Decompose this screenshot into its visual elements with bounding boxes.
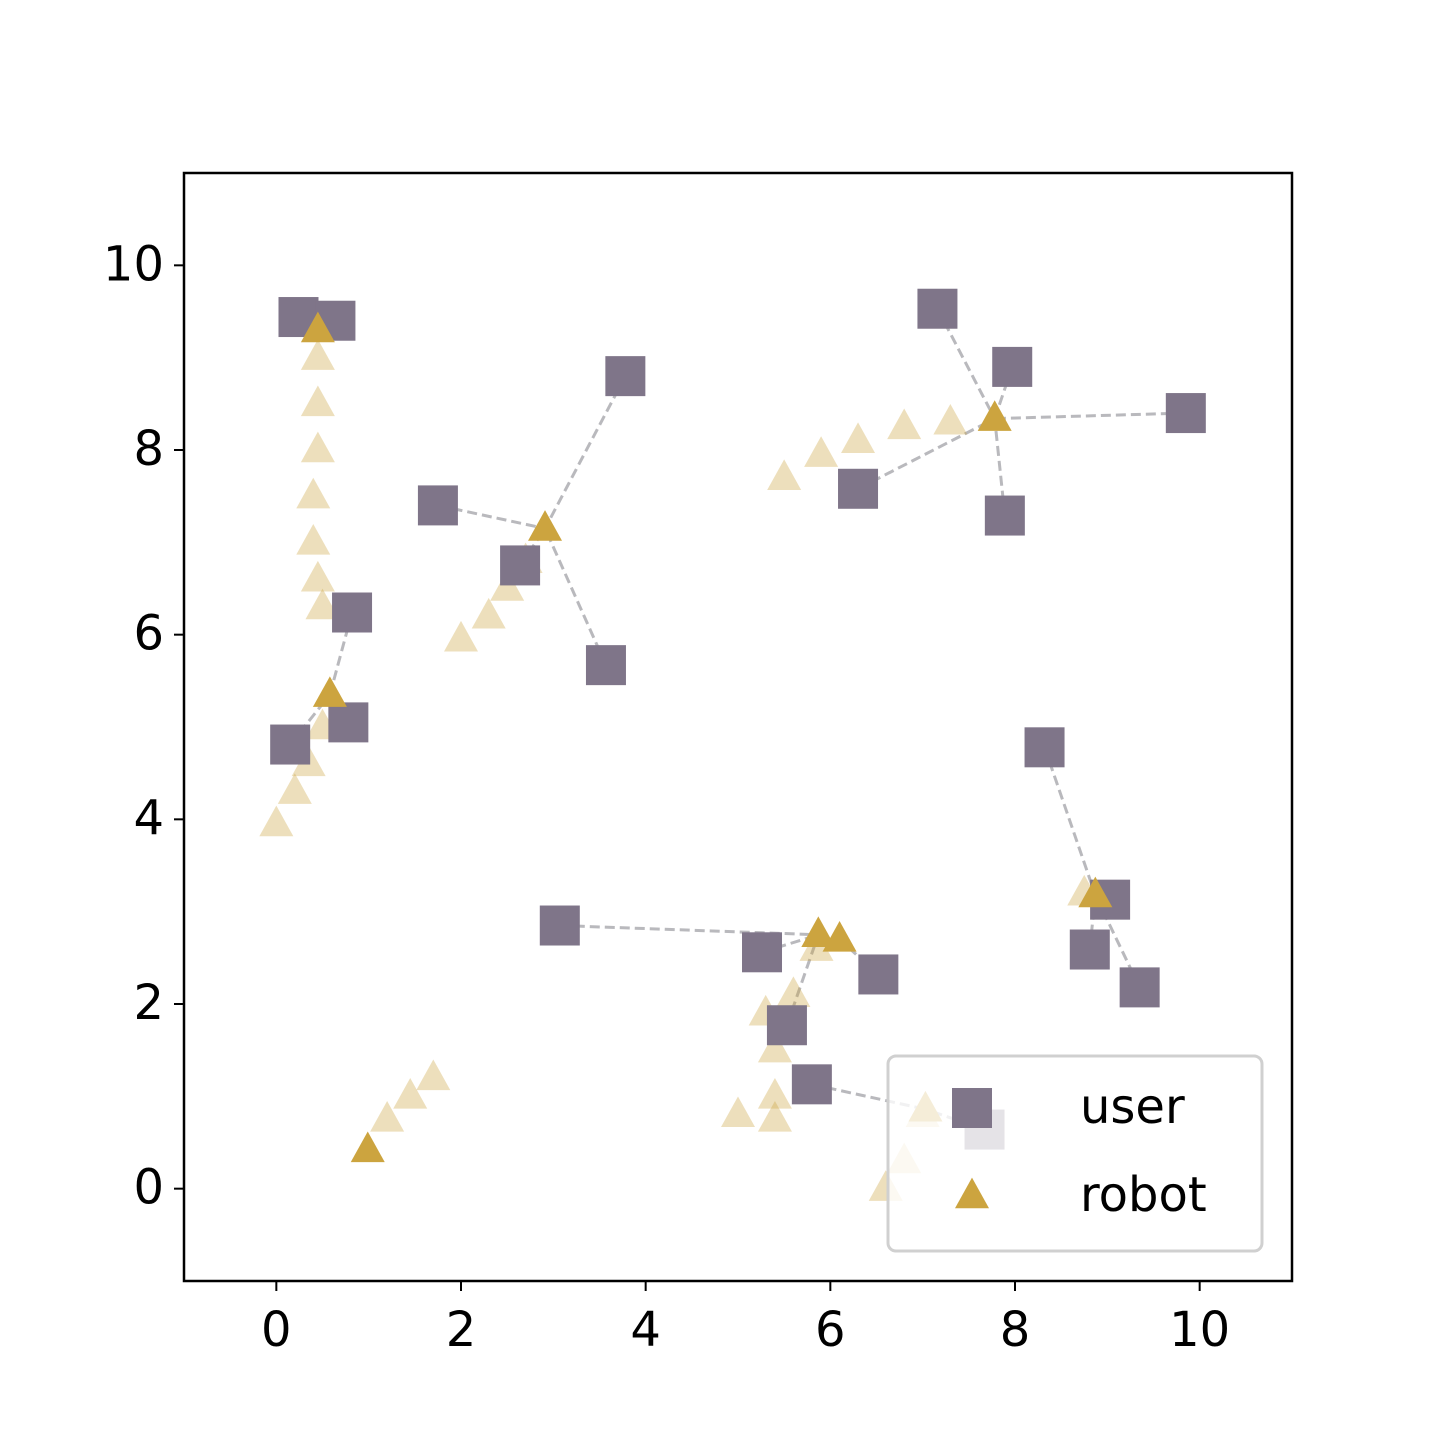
user-marker <box>791 1064 832 1105</box>
robot-marker <box>804 436 839 467</box>
robot-marker <box>444 620 478 652</box>
robot-marker <box>312 676 347 707</box>
robot-marker <box>955 1177 989 1209</box>
robot-marker <box>822 921 857 952</box>
user-marker <box>917 288 958 329</box>
user-marker <box>952 1088 992 1128</box>
user-marker <box>766 1005 807 1046</box>
user-marker <box>417 485 458 526</box>
robot-marker <box>300 560 335 592</box>
user-marker <box>742 932 783 973</box>
x-tick-label: 8 <box>1000 1302 1031 1358</box>
robot-marker <box>757 1101 792 1132</box>
robot-marker <box>776 976 811 1008</box>
y-tick-label: 8 <box>133 421 164 477</box>
robot-marker <box>471 597 506 629</box>
user-marker <box>585 645 626 686</box>
robot-marker <box>300 385 335 417</box>
robot-marker <box>841 422 876 454</box>
robot-marker <box>933 403 968 435</box>
link-line <box>543 375 627 530</box>
robot-marker <box>296 477 331 509</box>
robot-marker <box>757 1031 792 1063</box>
robot-marker <box>1078 876 1113 908</box>
robot-marker <box>801 916 836 947</box>
robot-marker <box>767 459 802 490</box>
x-tick-label: 6 <box>815 1302 846 1358</box>
y-tick-label: 2 <box>133 975 164 1031</box>
robot-marker <box>977 400 1012 431</box>
x-tick-label: 0 <box>261 1302 292 1358</box>
user-marker <box>984 495 1025 536</box>
robot-marker <box>393 1077 428 1109</box>
user-marker <box>838 468 879 509</box>
user-marker <box>1024 727 1065 768</box>
legend-label: robot <box>1080 1167 1207 1223</box>
robot-marker <box>350 1131 385 1163</box>
y-tick-label: 6 <box>133 606 164 662</box>
robot-marker <box>490 570 525 601</box>
robot-marker <box>370 1101 405 1132</box>
link-line <box>1043 746 1097 896</box>
robot-marker <box>259 805 294 837</box>
user-marker <box>992 346 1033 387</box>
x-tick-label: 2 <box>446 1302 477 1358</box>
user-marker <box>539 905 580 946</box>
robot-marker <box>305 588 340 620</box>
user-marker <box>1119 967 1160 1008</box>
y-tick-label: 4 <box>133 790 164 846</box>
robot-marker <box>277 773 312 804</box>
robot-marker <box>300 431 335 463</box>
robot-marker <box>296 523 331 555</box>
user-marker <box>1069 929 1110 970</box>
x-tick-label: 10 <box>1169 1302 1230 1358</box>
robot-marker <box>300 311 335 343</box>
x-tick-label: 4 <box>630 1302 661 1358</box>
robot-marker <box>721 1096 755 1128</box>
link-line <box>857 417 996 491</box>
user-marker <box>332 592 373 633</box>
robot-marker <box>300 339 335 370</box>
user-marker <box>605 356 646 397</box>
robot-marker <box>528 510 563 541</box>
plot-frame <box>182 171 1294 1283</box>
user-marker <box>858 954 899 995</box>
robot-marker <box>887 408 922 440</box>
user-marker <box>270 724 311 765</box>
user-marker <box>328 702 369 743</box>
user-marker <box>500 545 541 586</box>
link-line <box>543 527 608 666</box>
y-tick-label: 0 <box>133 1160 164 1216</box>
y-tick-label: 10 <box>103 236 164 292</box>
link-line <box>994 411 1186 421</box>
user-marker <box>1165 393 1206 434</box>
robot-marker <box>416 1059 451 1091</box>
robot-marker <box>757 1077 792 1109</box>
legend-label: user <box>1080 1079 1185 1135</box>
